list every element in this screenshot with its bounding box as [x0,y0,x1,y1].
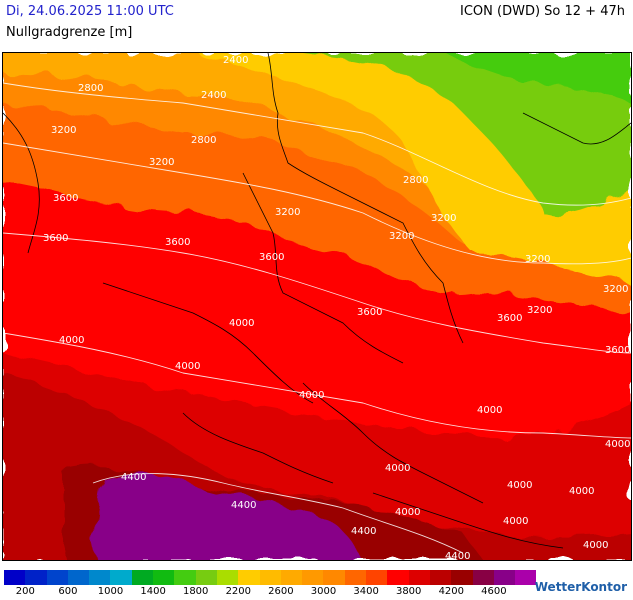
contour-label: 4400 [121,472,146,483]
legend-swatch [472,570,494,585]
contour-label: 4000 [503,516,528,527]
contour-label: 3200 [527,305,552,316]
legend-swatch [216,570,239,585]
legend-swatch [131,570,154,585]
contour-label: 4000 [477,405,502,416]
legend-swatch [4,570,26,585]
legend-swatch [153,570,175,585]
contour-label: 3200 [431,213,456,224]
contour-label: 4000 [395,507,420,518]
contour-label: 3200 [51,125,76,136]
contour-label: 4000 [583,540,608,551]
color-legend [4,570,537,585]
contour-label: 3600 [43,233,68,244]
legend-swatch [515,570,537,585]
legend-swatch [451,570,473,585]
contour-label: 4000 [175,361,200,372]
legend-label: 4600 [481,586,507,597]
legend-label: 3400 [353,586,379,597]
legend-swatch [259,570,281,585]
legend-label: 1800 [182,586,209,597]
contour-label: 4000 [299,390,324,401]
legend-swatch [429,570,452,585]
legend-swatch [195,570,217,585]
contour-label-layer: 2400 2800 2400 2800 3200 2800 3200 3200 … [43,55,630,560]
legend-swatch [344,570,367,585]
wetterkontor-logo: WetterKontor [534,580,627,594]
legend-swatch [110,570,132,585]
contour-label: 4000 [569,486,594,497]
legend-label: 4200 [438,586,465,597]
contour-label: 4000 [507,480,532,491]
contour-label: 2800 [191,135,216,146]
contour-label: 3200 [525,254,550,265]
freezing-level-map: 2400 2800 2400 2800 3200 2800 3200 3200 … [2,52,632,561]
contour-label: 2400 [201,90,226,101]
legend-label: 200 [15,586,35,597]
legend-swatch [67,570,90,585]
legend-swatch [408,570,430,585]
legend-label: 1400 [140,586,166,597]
isolines [3,82,631,554]
legend-swatch [302,570,324,585]
model-run: ICON (DWD) So 12 + 47h [460,4,625,19]
legend-swatch [25,570,47,585]
legend-label: 3000 [310,586,337,597]
legend-label: 1000 [97,586,124,597]
map-parameter-title: Nullgradgrenze [m] [6,25,133,40]
contour-label: 3600 [165,237,190,248]
color-bands [3,53,631,560]
legend-swatch [238,570,260,585]
contour-label: 3600 [497,313,522,324]
legend-swatch [323,570,345,585]
contour-label: 3600 [357,307,382,318]
contour-label: 4000 [385,463,410,474]
contour-label: 3200 [603,284,628,295]
legend-swatch [280,570,303,585]
legend-labels: 200 600 1000 1400 1800 2200 2600 3000 3400 3800 42… [0,586,520,600]
contour-label: 3200 [275,207,300,218]
legend-swatch [174,570,196,585]
contour-label: 2800 [403,175,428,186]
contour-label: 3200 [149,157,174,168]
contour-label: 3200 [389,231,414,242]
contour-label: 4400 [445,551,470,560]
contour-label: 4000 [59,335,84,346]
contour-label: 4400 [231,500,256,511]
contour-label: 2800 [78,83,103,94]
legend-swatch [89,570,111,585]
contour-label: 3600 [605,345,630,356]
legend-swatch [46,570,68,585]
contour-label: 4000 [229,318,254,329]
map-canvas: 2400 2800 2400 2800 3200 2800 3200 3200 … [3,53,631,560]
legend-label: 2600 [268,586,294,597]
contour-label: 3600 [53,193,78,204]
contour-label: 4400 [351,526,376,537]
country-borders [3,53,631,549]
map-date: Di, 24.06.2025 11:00 UTC [6,4,174,19]
legend-label: 3800 [395,586,422,597]
legend-label: 2200 [225,586,252,597]
contour-label: 4000 [605,439,630,450]
contour-label: 2400 [223,55,248,66]
legend-label: 600 [58,586,78,597]
legend-swatch [366,570,388,585]
contour-label: 3600 [259,252,284,263]
legend-swatch [387,570,409,585]
legend-swatch [493,570,516,585]
